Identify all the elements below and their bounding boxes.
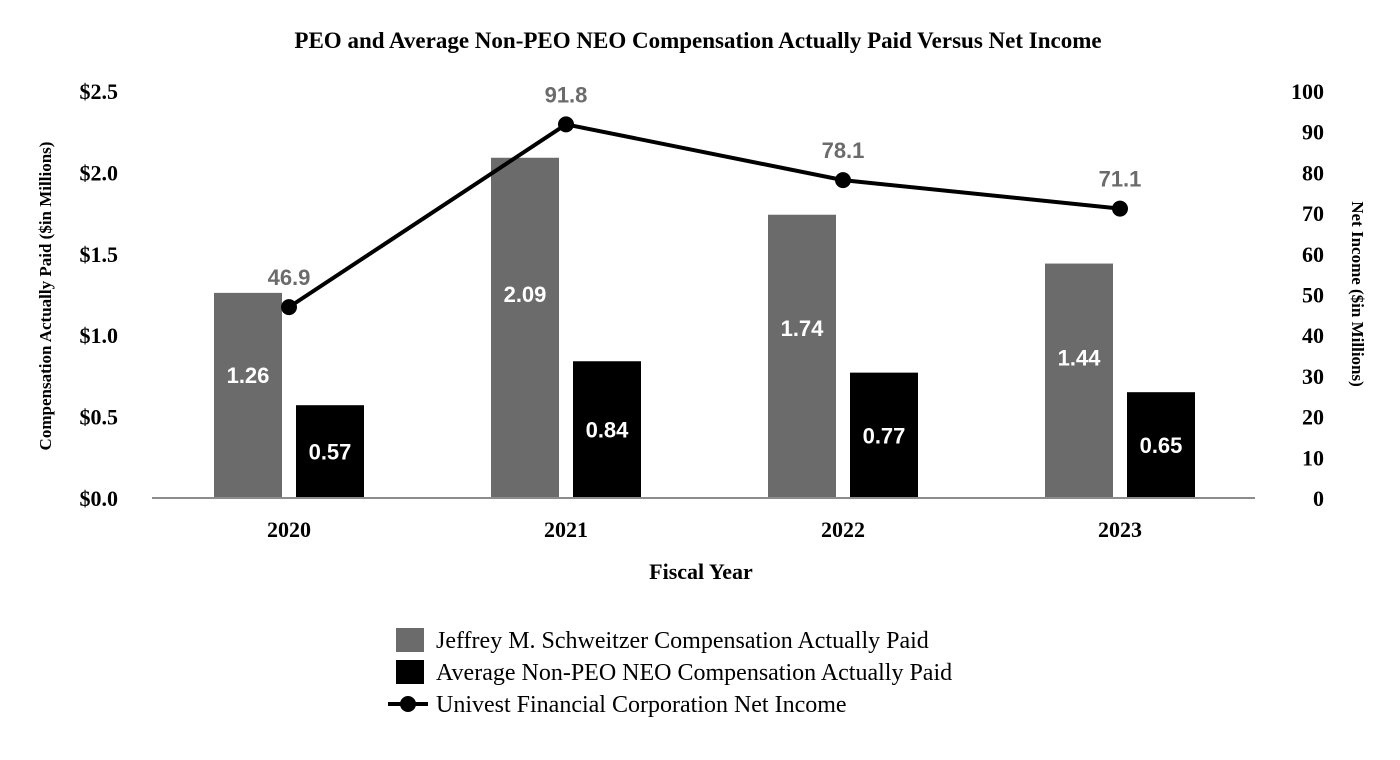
y-axis-ticks: $0.0 $0.5 $1.0 $1.5 $2.0 $2.5 <box>80 79 119 511</box>
net-income-line-series: 46.9 91.8 78.1 71.1 <box>268 82 1142 316</box>
x-tick-label: 2021 <box>544 517 588 542</box>
y2-axis-ticks: 0 10 20 30 40 50 60 70 80 90 100 <box>1291 79 1324 511</box>
y-tick-label: $2.0 <box>80 160 119 185</box>
y-tick-label: $0.0 <box>80 486 119 511</box>
bar-label-neo-2020: 0.57 <box>309 440 352 465</box>
y2-tick-label: 100 <box>1291 79 1324 104</box>
net-income-point-2021 <box>558 116 574 133</box>
net-income-point-2023 <box>1112 200 1128 217</box>
bar-peo-2021 <box>491 157 559 499</box>
net-income-label-2020: 46.9 <box>268 265 311 290</box>
x-axis-ticks: 2020 2021 2022 2023 <box>267 517 1142 542</box>
net-income-label-2022: 78.1 <box>822 138 865 163</box>
x-tick-label: 2022 <box>821 517 865 542</box>
chart-title: PEO and Average Non-PEO NEO Compensation… <box>294 28 1101 53</box>
bar-label-peo-2021: 2.09 <box>504 282 547 307</box>
net-income-label-2023: 71.1 <box>1099 167 1142 192</box>
net-income-line <box>287 122 1121 309</box>
y-tick-label: $1.5 <box>80 242 119 267</box>
legend-label-neo: Average Non-PEO NEO Compensation Actuall… <box>436 660 952 686</box>
y2-tick-label: 0 <box>1313 486 1324 511</box>
y2-tick-label: 60 <box>1302 242 1324 267</box>
bar-neo-2020 <box>296 405 364 498</box>
x-axis-title: Fiscal Year <box>649 559 753 584</box>
y2-tick-label: 80 <box>1302 160 1324 185</box>
bar-neo-2021 <box>573 361 641 498</box>
legend-label-peo: Jeffrey M. Schweitzer Compensation Actua… <box>436 628 929 654</box>
legend: Jeffrey M. Schweitzer Compensation Actua… <box>388 628 952 718</box>
bar-label-peo-2023: 1.44 <box>1058 345 1102 370</box>
net-income-point-2020 <box>281 299 297 316</box>
bar-label-neo-2022: 0.77 <box>863 423 906 448</box>
bar-peo-2023 <box>1045 263 1113 498</box>
bar-label-neo-2021: 0.84 <box>586 418 630 443</box>
y2-tick-label: 50 <box>1302 283 1324 308</box>
x-tick-label: 2023 <box>1098 517 1142 542</box>
y-tick-label: $0.5 <box>80 405 119 430</box>
legend-label-net-income: Univest Financial Corporation Net Income <box>436 692 847 718</box>
y-axis-title: Compensation Actually Paid ($in Millions… <box>36 142 55 451</box>
bar-label-peo-2020: 1.26 <box>227 363 270 388</box>
bar-neo-2022 <box>850 372 918 498</box>
y2-tick-label: 10 <box>1302 445 1324 470</box>
y2-tick-label: 20 <box>1302 405 1324 430</box>
bar-label-neo-2023: 0.65 <box>1140 433 1183 458</box>
bar-series: 1.26 0.57 2.09 0.84 1.74 0.77 1.44 0.65 <box>214 157 1195 499</box>
legend-swatch-neo <box>396 660 424 684</box>
y2-axis-title: Net Income ($in Millions) <box>1348 201 1367 387</box>
y-tick-label: $2.5 <box>80 79 119 104</box>
legend-swatch-marker <box>400 696 416 712</box>
legend-swatch-peo <box>396 628 424 652</box>
net-income-point-2022 <box>835 172 851 189</box>
bar-neo-2023 <box>1127 392 1195 498</box>
net-income-label-2021: 91.8 <box>545 82 588 107</box>
bar-peo-2022 <box>768 214 836 498</box>
y2-tick-label: 90 <box>1302 120 1324 145</box>
y2-tick-label: 70 <box>1302 201 1324 226</box>
bar-peo-2020 <box>214 292 282 498</box>
y2-tick-label: 30 <box>1302 364 1324 389</box>
y2-tick-label: 40 <box>1302 323 1324 348</box>
bar-label-peo-2022: 1.74 <box>781 316 825 341</box>
y-tick-label: $1.0 <box>80 323 119 348</box>
x-tick-label: 2020 <box>267 517 311 542</box>
